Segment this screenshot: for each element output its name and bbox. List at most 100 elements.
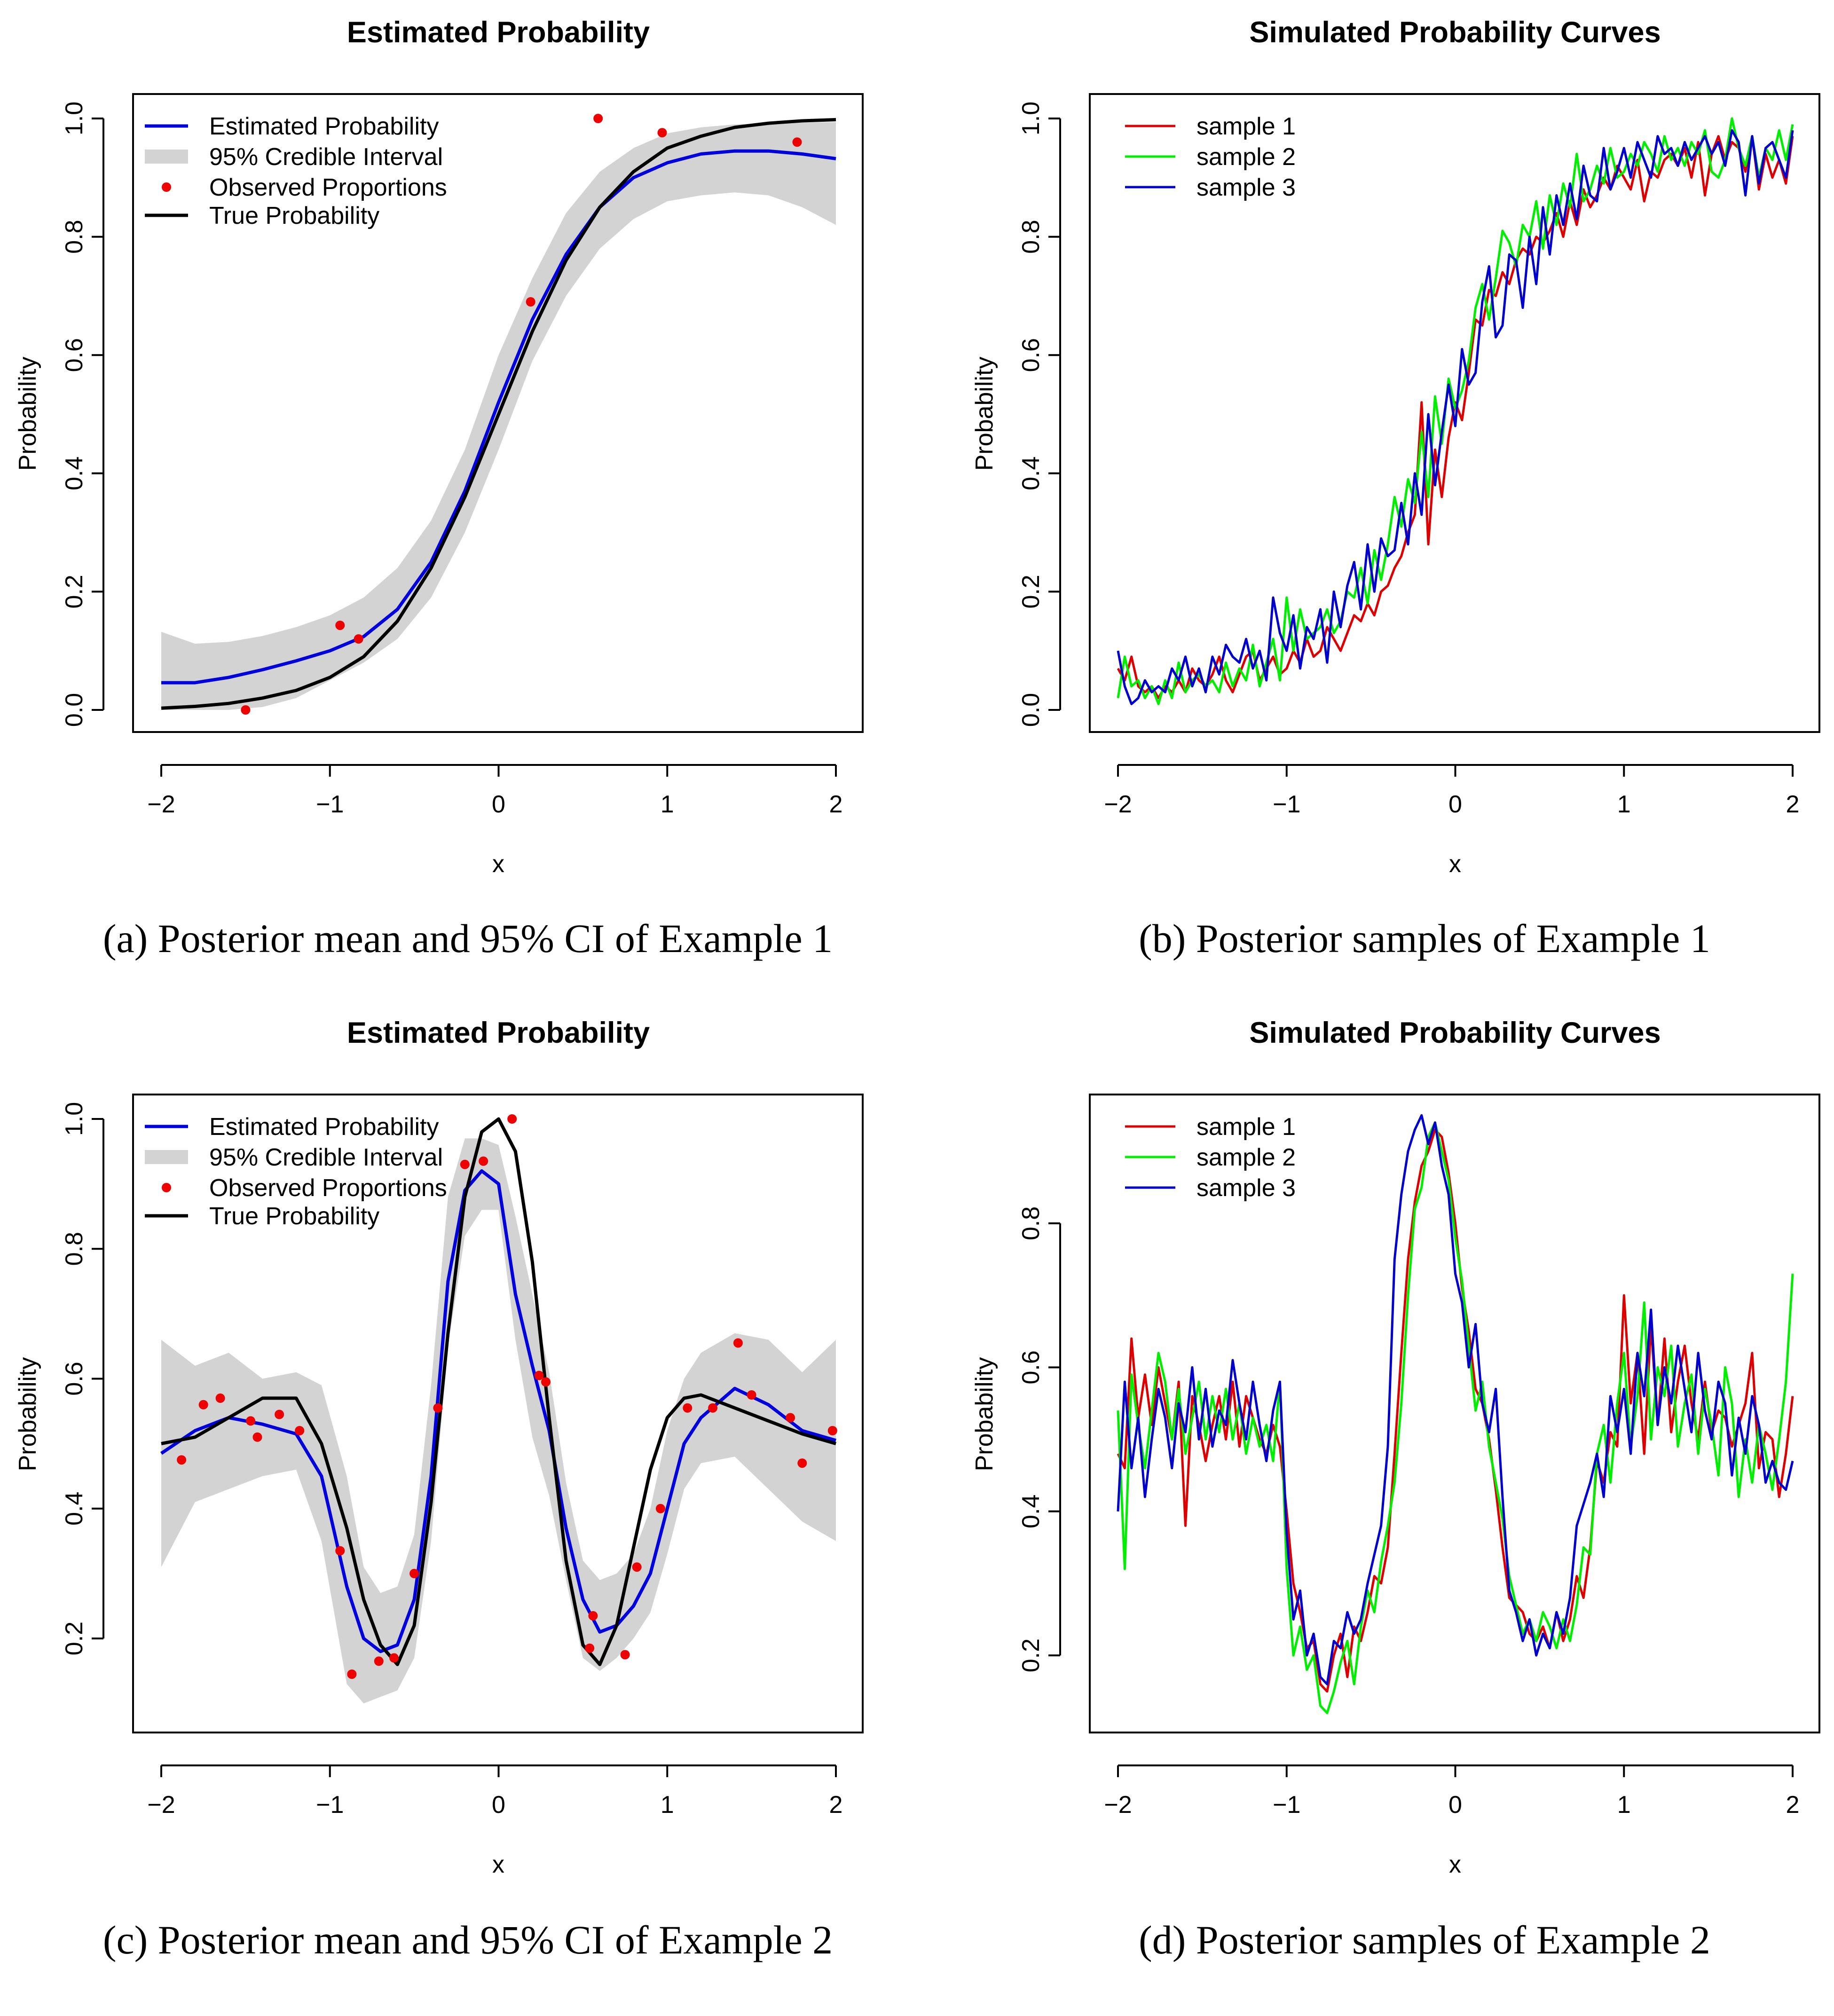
legend-label: sample 3: [1196, 174, 1296, 201]
caption-b: (b) Posterior samples of Example 1: [1139, 916, 1710, 961]
y-axis-label: Probability: [14, 1357, 41, 1472]
chart-title: Simulated Probability Curves: [1249, 16, 1661, 49]
observed-point: [632, 1562, 642, 1572]
x-tick-label: 2: [829, 1791, 843, 1819]
x-tick-label: 1: [1617, 1791, 1631, 1819]
legend-label: True Probability: [209, 202, 379, 229]
x-tick-label: 1: [661, 791, 674, 818]
y-tick-label: 0.8: [1017, 1206, 1045, 1240]
series-line-sample-3: [1117, 129, 1794, 705]
plot-frame: [1089, 93, 1820, 733]
chart-title: Simulated Probability Curves: [1249, 1016, 1661, 1049]
observed-point: [347, 1670, 357, 1679]
x-tick-label: −1: [316, 1791, 344, 1819]
observed-point: [733, 1338, 743, 1348]
series-line-sample-2: [1117, 117, 1794, 705]
credible-interval-band: [161, 1138, 836, 1704]
x-tick-label: −1: [1273, 1791, 1300, 1819]
y-axis-label: Probability: [971, 357, 998, 471]
legend-label: sample 1: [1196, 113, 1296, 140]
series-line-sample-2: [1117, 1121, 1794, 1714]
y-tick-label: 0.2: [61, 1622, 88, 1655]
y-tick-label: 0.4: [61, 1492, 88, 1526]
x-tick-label: 1: [1617, 791, 1631, 818]
y-axis-label: Probability: [14, 357, 41, 471]
caption-d: (d) Posterior samples of Example 2: [1139, 1917, 1710, 1962]
panel-d-chart: Simulated Probability Curves −2 −1 0 1 2 x 0.2 0…: [971, 1016, 1820, 1878]
observed-point: [198, 1400, 208, 1410]
x-tick-label: −1: [316, 791, 344, 818]
y-tick-label: 1.0: [61, 102, 88, 135]
y-tick-label: 0.4: [1017, 457, 1045, 490]
observed-point: [479, 1156, 488, 1166]
observed-point: [374, 1656, 384, 1666]
observed-point: [409, 1568, 419, 1578]
x-tick-label: 0: [1448, 791, 1462, 818]
x-tick-label: 2: [1786, 791, 1800, 818]
panel-b-chart: Simulated Probability Curves −2 −1 0 1 2 x 0.0 0…: [971, 16, 1820, 878]
y-tick-label: 0.6: [61, 338, 88, 372]
series-line-true-probability: [161, 118, 836, 710]
plot-frame: [132, 1094, 864, 1733]
observed-point: [246, 1416, 256, 1426]
plot-frame: [132, 93, 864, 733]
observed-point: [708, 1403, 718, 1413]
observed-point: [433, 1403, 443, 1413]
x-axis-label: x: [1449, 850, 1461, 878]
observed-point: [354, 634, 363, 644]
legend-label: True Probability: [209, 1203, 379, 1230]
observed-point: [827, 1426, 837, 1435]
legend-label: Estimated Probability: [209, 1113, 439, 1141]
x-tick-label: −2: [1104, 791, 1132, 818]
y-tick-label: 0.4: [1017, 1495, 1045, 1528]
observed-point: [620, 1650, 630, 1660]
legend-label: 95% Credible Interval: [209, 1144, 443, 1171]
x-axis-label: x: [492, 1851, 504, 1878]
y-tick-label: 1.0: [1017, 102, 1045, 135]
x-tick-label: 2: [829, 791, 843, 818]
series-line-estimated-probability: [161, 149, 836, 685]
y-tick-label: 0.8: [1017, 220, 1045, 253]
observed-point: [534, 1370, 544, 1380]
observed-point: [786, 1413, 795, 1423]
series-line-sample-3: [1117, 1114, 1794, 1685]
legend-label: 95% Credible Interval: [209, 143, 443, 171]
x-tick-label: 1: [661, 1791, 674, 1819]
observed-point: [593, 114, 603, 123]
observed-point: [792, 137, 802, 147]
caption-c: (c) Posterior mean and 95% CI of Example…: [103, 1917, 833, 1962]
y-tick-label: 0.8: [61, 1232, 88, 1266]
observed-point: [797, 1458, 807, 1468]
legend-label: Observed Proportions: [209, 174, 447, 201]
chart-title: Estimated Probability: [347, 1016, 650, 1049]
x-axis-label: x: [1449, 1851, 1461, 1878]
series-line-true-probability: [161, 1117, 836, 1666]
y-tick-label: 0.4: [61, 457, 88, 490]
observed-point: [507, 1114, 517, 1124]
observed-point: [541, 1377, 551, 1387]
y-axis-label: Probability: [971, 1357, 998, 1472]
caption-a: (a) Posterior mean and 95% CI of Example…: [103, 916, 833, 961]
y-tick-label: 0.6: [1017, 1350, 1045, 1384]
y-tick-label: 0.8: [61, 220, 88, 253]
y-tick-label: 0.6: [61, 1362, 88, 1395]
observed-point: [585, 1643, 595, 1653]
panel-c-chart: Estimated Probability −2 −1 0 1 2 x 0.2 0.4 0.6 0.…: [14, 1016, 864, 1878]
legend-label: sample 3: [1196, 1174, 1296, 1202]
series-line-estimated-probability: [160, 1169, 836, 1654]
y-tick-label: 0.6: [1017, 338, 1045, 372]
observed-point: [295, 1426, 305, 1435]
y-tick-label: 0.2: [1017, 575, 1045, 608]
observed-point: [241, 705, 251, 715]
observed-point: [335, 1546, 345, 1556]
observed-point: [460, 1159, 470, 1169]
observed-point: [588, 1611, 598, 1621]
legend-label: Observed Proportions: [209, 1174, 447, 1202]
observed-point: [275, 1410, 284, 1419]
observed-point: [655, 1504, 665, 1513]
legend-label: sample 2: [1196, 143, 1296, 171]
legend-key-observed: [162, 182, 171, 192]
plot-frame: [1089, 1094, 1820, 1733]
y-tick-label: 0.0: [61, 693, 88, 727]
x-tick-label: −2: [1104, 1791, 1132, 1819]
